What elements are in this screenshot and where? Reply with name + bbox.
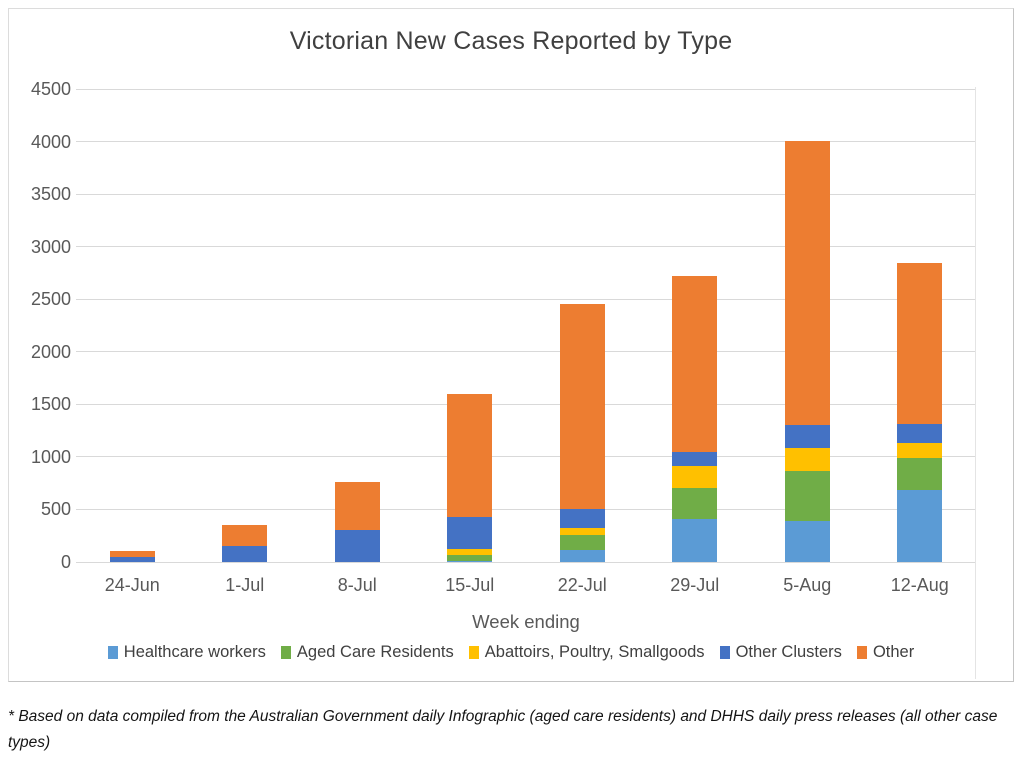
y-tick-label: 4000 — [30, 131, 71, 152]
legend-item: Other — [856, 643, 915, 662]
bar-segment — [784, 425, 830, 449]
gridline — [76, 88, 976, 90]
legend-label: Abattoirs, Poultry, Smallgoods — [484, 643, 705, 661]
y-tick-label: 1500 — [30, 394, 71, 415]
bar-segment — [784, 471, 830, 521]
chart-area-right-edge — [975, 87, 976, 679]
bar — [784, 89, 830, 562]
gridline — [76, 298, 976, 300]
bar-segment — [447, 560, 493, 562]
chart-title: Victorian New Cases Reported by Type — [289, 27, 733, 55]
chart-frame: Victorian New Cases Reported by Type 0 50… — [8, 8, 1014, 682]
legend-marker-icon — [856, 646, 867, 659]
legend-label: Healthcare workers — [123, 643, 266, 661]
bar-segment — [109, 550, 155, 557]
bar-segment — [784, 140, 830, 426]
gridline — [76, 351, 976, 353]
bar — [559, 89, 605, 562]
bar-segment — [447, 549, 493, 556]
y-tick-label: 3000 — [30, 236, 71, 257]
x-tick-label: 12-Aug — [890, 575, 949, 595]
x-axis-title: Week ending — [472, 611, 580, 632]
bar-segment — [447, 393, 493, 518]
legend-marker-icon — [107, 646, 118, 659]
legend-item: Abattoirs, Poultry, Smallgoods — [468, 643, 705, 662]
y-tick-label: 4500 — [30, 79, 71, 99]
bar — [222, 89, 268, 562]
bar-segment — [897, 442, 943, 458]
legend-item: Aged Care Residents — [280, 643, 454, 662]
x-tick-label: 15-Jul — [445, 575, 495, 595]
legend-marker-icon — [719, 646, 730, 659]
legend-label: Other Clusters — [735, 643, 842, 661]
bar-segment — [447, 555, 493, 561]
legend-marker-icon — [280, 646, 291, 659]
x-tick-label: 22-Jul — [557, 575, 607, 595]
bar — [109, 89, 155, 562]
y-tick-label: 3500 — [30, 184, 71, 205]
bar-segment — [334, 482, 380, 531]
y-tick-label: 2500 — [30, 289, 71, 310]
bar-segment — [222, 525, 268, 547]
bar-segment — [222, 546, 268, 562]
bar — [334, 89, 380, 562]
bar-segment — [559, 303, 605, 510]
y-tick-label: 1000 — [30, 446, 71, 467]
bar-segment — [559, 535, 605, 551]
gridline — [76, 508, 976, 510]
x-tick-label: 24-Jun — [104, 575, 160, 595]
bar-segment — [559, 550, 605, 562]
bar-segment — [672, 518, 718, 562]
x-tick-label: 5-Aug — [783, 575, 832, 595]
bar-segment — [672, 452, 718, 467]
legend-item: Other Clusters — [719, 643, 842, 662]
y-tick-label: 500 — [40, 499, 71, 520]
bar — [672, 89, 718, 562]
legend-marker-icon — [468, 646, 479, 659]
bar-segment — [447, 517, 493, 550]
gridline — [76, 193, 976, 195]
x-tick-label: 29-Jul — [670, 575, 720, 595]
gridline — [76, 141, 976, 143]
bar-segment — [784, 448, 830, 472]
bar-segment — [334, 530, 380, 562]
gridline — [76, 561, 976, 563]
y-tick-label: 0 — [60, 552, 71, 572]
bar-segment — [559, 509, 605, 529]
x-tick-label: 1-Jul — [225, 575, 265, 595]
bar-segment — [784, 521, 830, 562]
bar-segment — [672, 487, 718, 519]
gridline — [76, 403, 976, 405]
bar — [447, 89, 493, 562]
bar-segment — [897, 489, 943, 562]
bar-segment — [109, 556, 155, 562]
bar-segment — [559, 528, 605, 536]
gridline — [76, 246, 976, 248]
bar-segment — [897, 424, 943, 443]
plot-area — [76, 88, 976, 563]
bar-segment — [897, 263, 943, 425]
x-tick-label: 8-Jul — [337, 575, 377, 595]
bar-segment — [897, 457, 943, 490]
gridline — [76, 456, 976, 458]
legend-label: Aged Care Residents — [296, 643, 454, 661]
bar-segment — [672, 466, 718, 488]
bar-segment — [672, 275, 718, 453]
y-tick-label: 2000 — [30, 341, 71, 362]
chart-legend: Healthcare workers Aged Care Residents Aba… — [9, 643, 1013, 662]
legend-label: Other — [872, 643, 915, 661]
legend-item: Healthcare workers — [107, 643, 266, 662]
footnote: * Based on data compiled from the Austra… — [8, 708, 998, 751]
bar — [897, 89, 943, 562]
